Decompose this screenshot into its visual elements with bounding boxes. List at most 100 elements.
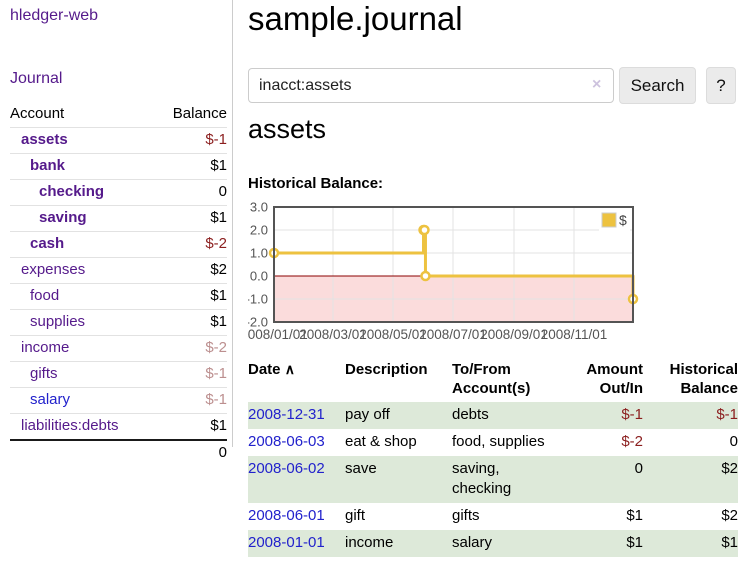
transaction-description: gift: [345, 507, 366, 524]
balance-value: $-1: [205, 391, 227, 408]
svg-text:2008/11/01: 2008/11/01: [541, 327, 608, 342]
help-button[interactable]: ?: [706, 67, 736, 104]
transaction-balance: $1: [721, 534, 738, 551]
table-row: income $-2: [10, 336, 227, 362]
transaction-description: save: [345, 460, 377, 477]
transaction-balance: $-1: [716, 406, 738, 423]
transaction-date-link[interactable]: 2008-01-01: [248, 534, 325, 551]
sidebar-item-food[interactable]: food: [30, 287, 60, 304]
sidebar-item-gifts[interactable]: gifts: [30, 365, 58, 382]
balance-value: $2: [210, 261, 227, 278]
transaction-balance: $2: [721, 507, 738, 524]
register-row: 2008-01-01 income salary $1 $1: [248, 530, 738, 557]
account-column-header: Account: [10, 105, 65, 122]
transaction-amount: $-1: [621, 406, 643, 423]
transaction-date-link[interactable]: 2008-12-31: [248, 406, 325, 423]
transaction-date-link[interactable]: 2008-06-02: [248, 460, 325, 477]
svg-text:2008/01/01: 2008/01/01: [248, 327, 308, 342]
account-table-header: Account Balance: [10, 102, 227, 128]
sidebar-item-salary[interactable]: salary: [30, 391, 71, 408]
app-title-link[interactable]: hledger-web: [10, 7, 99, 24]
table-row: liabilities:debts $1: [10, 414, 227, 440]
sidebar-item-assets[interactable]: assets: [21, 131, 68, 148]
svg-text:1.0: 1.0: [250, 246, 268, 261]
svg-text:-2.0: -2.0: [248, 315, 268, 330]
balance-value: $1: [210, 417, 227, 434]
transaction-date-link[interactable]: 2008-06-01: [248, 507, 325, 524]
historical-balance-chart: 3.0 2.0 1.0 0.0 -1.0 -2.02008/01/012008/03/01…: [248, 200, 639, 342]
balance-column-header: Balance: [172, 105, 227, 122]
svg-text:3.0: 3.0: [250, 200, 268, 215]
table-row: cash $-2: [10, 232, 227, 258]
chart-title: Historical Balance:: [248, 175, 384, 192]
transaction-balance: $2: [721, 460, 738, 477]
transaction-description: income: [345, 534, 394, 551]
svg-text:0.0: 0.0: [250, 269, 268, 284]
transaction-description: eat & shop: [345, 433, 417, 450]
svg-text:2008/07/01: 2008/07/01: [419, 327, 487, 342]
table-row: gifts $-1: [10, 362, 227, 388]
search-button[interactable]: Search: [619, 67, 696, 104]
main-content: sample.journal × Search ? assets Histori…: [248, 0, 740, 582]
total-row: 0: [10, 440, 227, 466]
sort-ascending-icon: ∧: [284, 361, 295, 377]
transaction-amount: 0: [634, 460, 643, 477]
sidebar: hledger-web Journal Account Balance asse…: [0, 0, 233, 461]
transaction-amount: $1: [626, 534, 643, 551]
sidebar-item-income[interactable]: income: [21, 339, 70, 356]
account-balance-table: Account Balance assets $-1 bank $1 check…: [10, 102, 227, 466]
transaction-amount: $1: [626, 507, 643, 524]
sidebar-item-saving[interactable]: saving: [39, 209, 87, 226]
register-row: 2008-06-02 save saving, checking 0 $2: [248, 456, 738, 503]
transaction-accounts: salary: [452, 534, 493, 551]
register-header-row: Date ∧ Description To/From Account(s) Am…: [248, 358, 738, 402]
register-row: 2008-06-03 eat & shop food, supplies $-2…: [248, 429, 738, 456]
sidebar-item-liabilities-debts[interactable]: liabilities:debts: [21, 417, 119, 434]
accounts-column-header: To/From Account(s): [452, 361, 531, 397]
register-row: 2008-12-31 pay off debts $-1 $-1: [248, 402, 738, 429]
date-column-header: Date ∧: [248, 361, 295, 378]
table-row: salary $-1: [10, 388, 227, 414]
total-balance: 0: [218, 444, 227, 461]
sidebar-item-expenses[interactable]: expenses: [21, 261, 86, 278]
table-row: supplies $1: [10, 310, 227, 336]
search-input[interactable]: [248, 68, 614, 103]
table-row: checking 0: [10, 180, 227, 206]
balance-value: $-1: [205, 131, 227, 148]
table-row: expenses $2: [10, 258, 227, 284]
table-row: bank $1: [10, 154, 227, 180]
balance-column-header: Historical Balance: [669, 361, 738, 397]
svg-text:2008/03/01: 2008/03/01: [299, 327, 367, 342]
register-table: Date ∧ Description To/From Account(s) Am…: [248, 358, 738, 557]
transaction-accounts: debts: [452, 406, 489, 423]
description-column-header: Description: [345, 361, 428, 378]
transaction-description: pay off: [345, 406, 390, 423]
balance-value: $1: [210, 157, 227, 174]
account-heading: assets: [248, 114, 327, 144]
sidebar-item-journal[interactable]: Journal: [10, 70, 63, 87]
clear-search-icon[interactable]: ×: [592, 76, 602, 93]
sidebar-item-bank[interactable]: bank: [30, 157, 66, 174]
register-row: 2008-06-01 gift gifts $1 $2: [248, 503, 738, 530]
svg-text:$: $: [619, 212, 627, 228]
svg-text:2008/05/01: 2008/05/01: [359, 327, 427, 342]
transaction-amount: $-2: [621, 433, 643, 450]
balance-value: 0: [218, 183, 227, 200]
balance-value: $-1: [205, 365, 227, 382]
transaction-accounts: gifts: [452, 507, 480, 524]
balance-value: $1: [210, 287, 227, 304]
transaction-accounts: saving, checking: [452, 460, 512, 497]
svg-text:2008/09/01: 2008/09/01: [480, 327, 548, 342]
sidebar-item-cash[interactable]: cash: [30, 235, 65, 252]
transaction-balance: 0: [729, 433, 738, 450]
table-row: food $1: [10, 284, 227, 310]
table-row: assets $-1: [10, 128, 227, 154]
table-row: saving $1: [10, 206, 227, 232]
svg-text:2.0: 2.0: [250, 223, 268, 238]
sidebar-item-checking[interactable]: checking: [39, 183, 105, 200]
transaction-accounts: food, supplies: [452, 433, 545, 450]
balance-value: $-2: [205, 235, 227, 252]
svg-text:-1.0: -1.0: [248, 292, 268, 307]
sidebar-item-supplies[interactable]: supplies: [30, 313, 86, 330]
transaction-date-link[interactable]: 2008-06-03: [248, 433, 325, 450]
